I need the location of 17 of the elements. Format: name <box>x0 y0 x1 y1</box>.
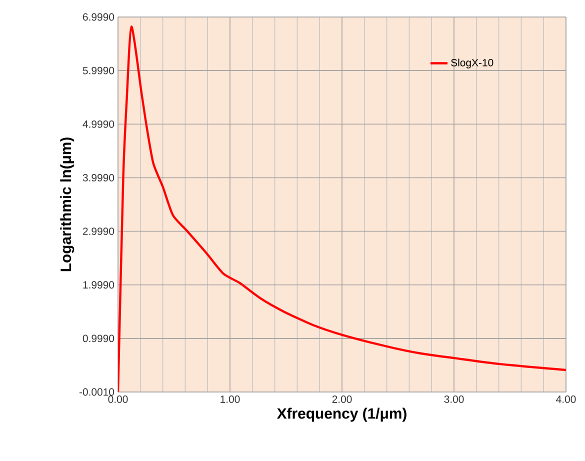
x-axis-title: Xfrequency (1/μm) <box>276 408 406 422</box>
y-tick-label: 6.9990 <box>83 13 114 21</box>
y-tick-label: -0.0010 <box>79 388 114 396</box>
x-tick-label: 4.00 <box>556 396 576 403</box>
y-axis-title: Logarithmic ln(μm) <box>60 138 74 272</box>
legend-label: SlogX-10 <box>451 58 494 68</box>
line-series <box>118 25 566 392</box>
x-tick-label: 3.00 <box>444 396 464 403</box>
y-tick-label: 4.9990 <box>82 120 114 128</box>
x-tick-label: 2.00 <box>332 396 352 403</box>
y-tick-label: 0.9990 <box>82 334 114 342</box>
y-tick-label: 5.9990 <box>82 66 114 74</box>
y-tick-label: 2.9990 <box>83 228 114 235</box>
x-tick-label: 0.00 <box>108 396 128 403</box>
y-tick-label: 3.9990 <box>82 174 114 182</box>
y-tick-label: 1.9990 <box>83 281 114 289</box>
x-tick-label: 1.00 <box>220 396 240 403</box>
